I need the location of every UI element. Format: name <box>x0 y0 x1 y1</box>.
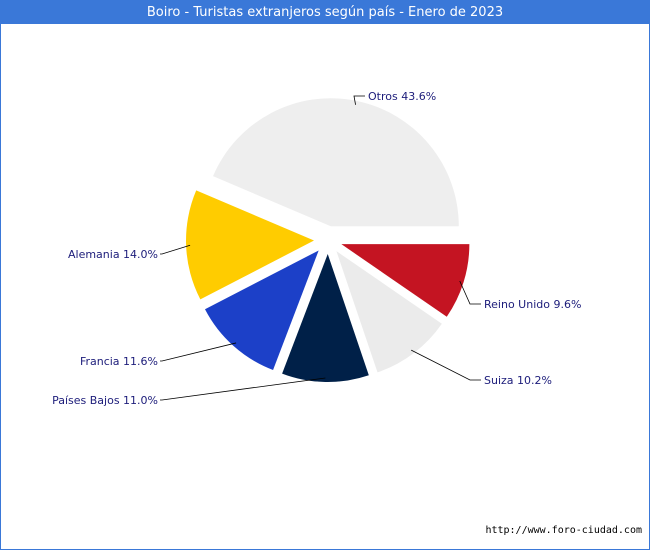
slice-label: Reino Unido 9.6% <box>484 298 581 311</box>
slice-label: Otros 43.6% <box>368 90 436 103</box>
slice-label: Países Bajos 11.0% <box>52 394 158 407</box>
leader-line <box>160 342 237 362</box>
chart-title: Boiro - Turistas extranjeros según país … <box>1 1 649 24</box>
pie-slice <box>213 98 459 227</box>
slice-label: Francia 11.6% <box>80 355 158 368</box>
pie-slice <box>204 250 319 371</box>
leader-line <box>160 377 326 401</box>
slice-label: Alemania 14.0% <box>68 248 158 261</box>
pie-slice <box>341 244 470 317</box>
leader-line <box>411 349 481 381</box>
pie-slice <box>336 251 442 373</box>
leader-line <box>459 280 481 305</box>
source-url: http://www.foro-ciudad.com <box>485 525 642 536</box>
pie-slice <box>282 253 369 382</box>
slice-label: Suiza 10.2% <box>484 374 552 387</box>
leader-line <box>353 95 365 105</box>
pie-slice <box>186 190 315 300</box>
leader-line <box>160 244 191 255</box>
